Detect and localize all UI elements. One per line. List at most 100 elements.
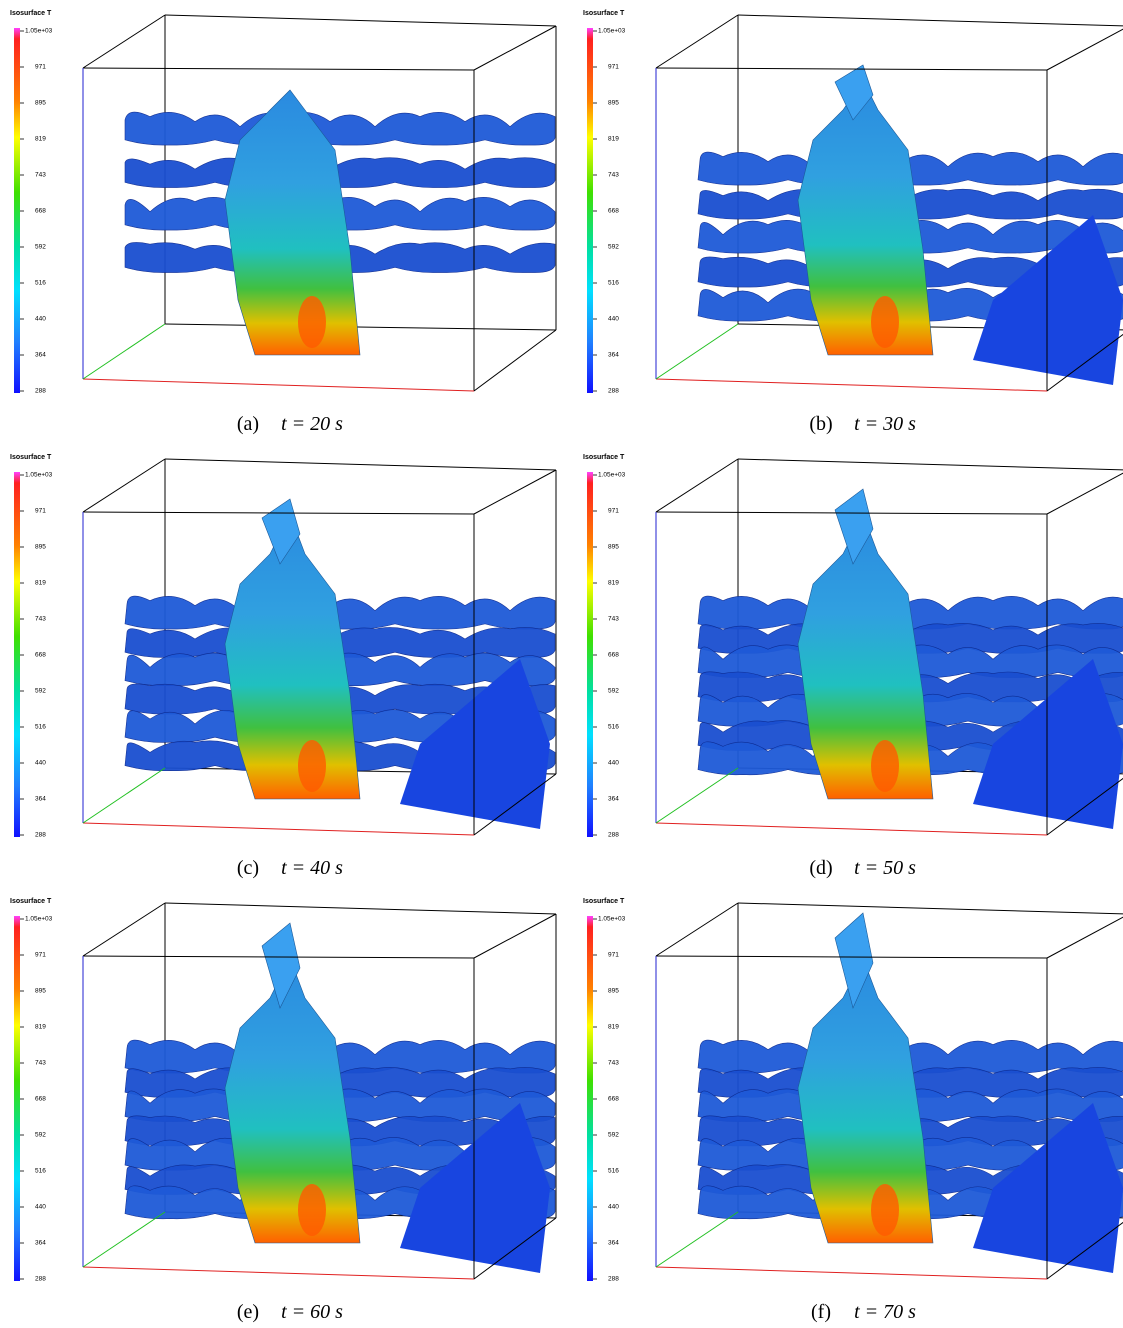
colorbar-tick-label: 743 (35, 172, 46, 179)
colorbar-tick-label: 288 (35, 832, 46, 839)
colorbar-tick-label: 743 (608, 172, 619, 179)
box-edge (737, 902, 1123, 915)
caption-label: (b) (809, 413, 832, 435)
colorbar-tick-label: 743 (608, 1060, 619, 1067)
colorbar-tick-label: 516 (608, 1168, 619, 1175)
box-edge (655, 323, 739, 380)
caption-text: t = 40 s (281, 857, 343, 879)
box-edge (1046, 472, 1123, 515)
isosurface-sheet (400, 659, 550, 829)
box-edge (1046, 28, 1123, 71)
colorbar-tick-label: 288 (35, 1276, 46, 1283)
box-edge (164, 458, 557, 471)
colorbar-tick-label: 895 (35, 988, 46, 995)
isosurface-layer (124, 111, 556, 146)
colorbar-tick-label: 1.05e+03 (598, 472, 626, 479)
colorbar-tick-label: 364 (608, 352, 619, 359)
box-edge (82, 822, 475, 836)
isosurface-layer (124, 595, 556, 630)
box-edge (82, 767, 166, 824)
box-edge (82, 902, 166, 957)
panel: Isosurface T 1.05e+03 971 895 819 743 668 592 51… (583, 898, 1123, 1323)
caption-label: (a) (237, 413, 259, 435)
colorbar-tick-label: 668 (608, 1096, 619, 1103)
colorbar-tick-label: 440 (608, 1204, 619, 1211)
caption-text: t = 50 s (854, 857, 916, 879)
plume-core (871, 740, 899, 792)
box-edge (473, 329, 557, 392)
caption-text: t = 20 s (281, 413, 343, 435)
caption-text: t = 60 s (281, 1301, 343, 1323)
colorbar-tick-label: 743 (35, 616, 46, 623)
colorbar-tick-label: 1.05e+03 (25, 472, 53, 479)
colorbar-tick-label: 895 (608, 988, 619, 995)
box-edge (82, 1211, 166, 1268)
box-edge (473, 469, 557, 515)
box-edge (82, 323, 166, 380)
panel: Isosurface T 1.05e+03 971 895 819 743 668 592 51… (583, 10, 1123, 435)
colorbar-tick-label: 819 (35, 580, 46, 587)
colorbar-tick-label: 516 (35, 724, 46, 731)
box-edge (82, 67, 475, 71)
colorbar-tick-label: 516 (35, 280, 46, 287)
colorbar-tick-label: 895 (608, 100, 619, 107)
plume (797, 513, 934, 800)
colorbar-tick-label: 971 (35, 952, 46, 959)
colorbar-tick-label: 364 (35, 1240, 46, 1247)
colorbar-tick-label: 668 (608, 652, 619, 659)
panel: Isosurface T 1.05e+03 971 895 819 743 668 592 51… (10, 898, 557, 1323)
colorbar-tick-label: 440 (608, 760, 619, 767)
colorbar-tick-label: 895 (35, 100, 46, 107)
colorbar-tick-label: 819 (35, 1024, 46, 1031)
colorbar-tick-label: 971 (608, 64, 619, 71)
colorbar-tick-label: 288 (608, 1276, 619, 1283)
colorbar-title: Isosurface T (583, 454, 625, 461)
colorbar-tick-label: 288 (608, 388, 619, 395)
colorbar-tick-label: 1.05e+03 (598, 28, 626, 35)
colorbar-tick-label: 668 (35, 1096, 46, 1103)
box-edge (473, 913, 557, 959)
colorbar-title: Isosurface T (10, 454, 52, 461)
box-edge (82, 511, 475, 515)
colorbar (587, 28, 593, 393)
box-edge (473, 1217, 557, 1280)
box-edge (164, 902, 557, 915)
box-edge (655, 1211, 739, 1268)
colorbar-tick-label: 668 (35, 652, 46, 659)
colorbar-tick-label: 288 (608, 832, 619, 839)
colorbar-tick-label: 743 (35, 1060, 46, 1067)
colorbar-tick-label: 440 (35, 760, 46, 767)
box-edge (737, 458, 1123, 471)
plume (797, 957, 934, 1244)
colorbar (14, 28, 20, 393)
colorbar-tick-label: 971 (35, 64, 46, 71)
caption-label: (f) (811, 1301, 831, 1323)
colorbar-tick-label: 1.05e+03 (25, 28, 53, 35)
colorbar-tick-label: 440 (35, 316, 46, 323)
colorbar-tick-label: 819 (35, 136, 46, 143)
panel: Isosurface T 1.05e+03 971 895 819 743 668 592 51… (10, 454, 557, 879)
plume-core (298, 1184, 326, 1236)
isosurface-sheet (973, 215, 1123, 385)
panel: Isosurface T 1.05e+03 971 895 819 743 668 592 51… (10, 10, 557, 435)
colorbar-tick-label: 971 (608, 508, 619, 515)
box-edge (1046, 333, 1123, 392)
box-edge (655, 458, 739, 513)
plume-core (871, 1184, 899, 1236)
colorbar-tick-label: 440 (35, 1204, 46, 1211)
colorbar-tick-label: 364 (608, 1240, 619, 1247)
box-edge (655, 955, 1048, 959)
box-edge (164, 14, 557, 27)
colorbar-tick-label: 364 (35, 352, 46, 359)
box-edge (82, 14, 166, 69)
caption-label: (d) (809, 857, 832, 879)
isosurface-layer (124, 1039, 556, 1074)
colorbar (587, 916, 593, 1281)
colorbar-tick-label: 895 (608, 544, 619, 551)
colorbar-tick-label: 364 (608, 796, 619, 803)
isosurface-sheet (973, 659, 1123, 829)
plume-core (298, 296, 326, 348)
colorbar (14, 916, 20, 1281)
box-edge (655, 511, 1048, 515)
